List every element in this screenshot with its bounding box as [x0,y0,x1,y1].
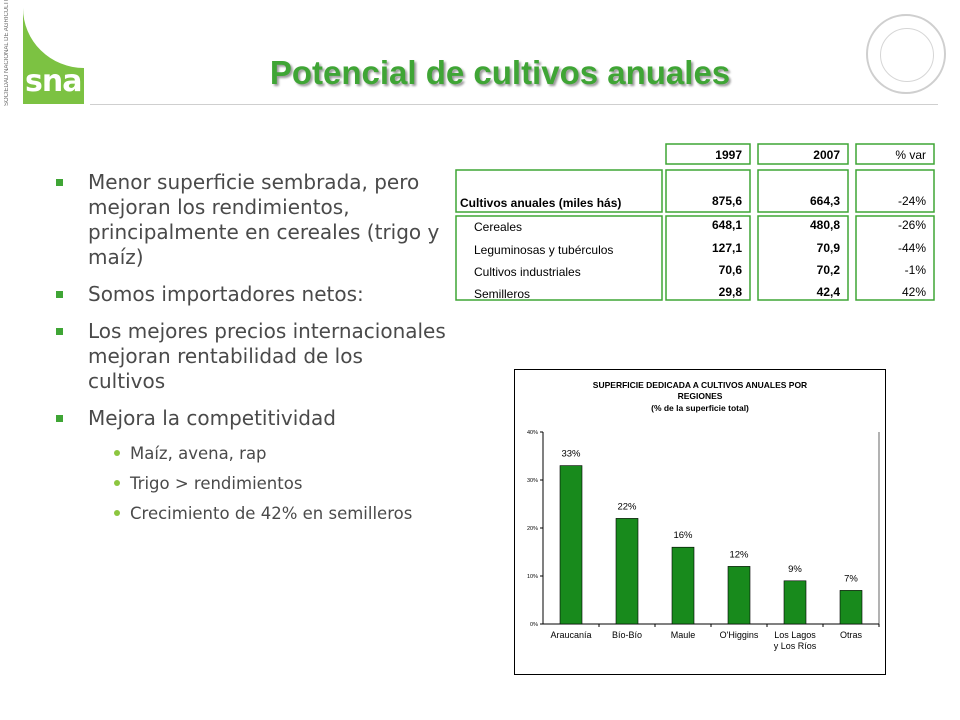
table-cell: 648,1 [711,218,742,232]
crops-table: 1997 2007 % var Cultivos anuales (miles … [452,140,938,302]
sna-logo [23,8,84,104]
table-cell: 42% [901,285,926,299]
y-tick-label: 10% [527,574,538,580]
table-row-label: Cultivos industriales [474,265,581,279]
table-cell: -1% [904,263,926,277]
logo-text: sna [25,64,82,99]
page-title: Potencial de cultivos anuales [269,54,731,91]
bullet-item: Somos importadores netos: [56,282,446,307]
x-tick-label: Araucanía [550,630,591,640]
table-total-label: Cultivos anuales (miles hás) [460,196,622,210]
title-divider [90,104,938,105]
table-cell: 70,9 [816,241,840,255]
x-tick-label: O'Higgins [720,630,759,640]
table-cell: -26% [897,218,926,232]
table-row-label: Semilleros [474,287,531,301]
x-tick-label: Maule [671,630,696,640]
table-cell: 70,2 [816,263,840,277]
y-tick-label: 30% [527,478,538,484]
chart-title-line-1: SUPERFICIE DEDICADA A CULTIVOS ANUALES P… [593,380,807,390]
x-tick-label: y Los Ríos [774,641,817,651]
logo-leaf-shape [23,8,84,68]
chart-title-line-2: REGIONES [678,391,723,401]
table-borders [455,143,935,301]
data-label: 7% [844,573,858,584]
table-cell: 480,8 [809,218,840,232]
table-cell: 70,6 [718,263,742,277]
data-label: 22% [617,501,637,512]
table-total-1997: 875,6 [711,194,742,208]
table-total-2007: 664,3 [809,194,840,208]
table-header-1997: 1997 [715,148,742,162]
chart-subtitle: (% de la superficie total) [651,403,749,413]
bullet-item: Los mejores precios internacionales mejo… [56,319,446,394]
data-label: 12% [729,549,749,560]
table-cell: 42,4 [816,285,840,299]
bar [839,590,863,625]
x-tick-label: Otras [840,630,863,640]
bar [671,546,695,625]
bullet-item: Menor superficie sembrada, pero mejoran … [56,170,446,270]
data-label: 9% [788,564,802,575]
logo-side-text: SOCIEDAD NACIONAL DE AGRICULTURA [4,0,10,106]
y-tick-label: 0% [530,622,538,628]
society-seal-icon [866,14,946,94]
data-label: 33% [561,449,581,460]
bar [615,518,639,625]
table-header-var: % var [895,148,926,162]
y-tick-label: 40% [527,430,538,436]
table-cell: 127,1 [711,241,742,255]
y-tick-label: 20% [527,526,538,532]
sub-bullet-item: Trigo > rendimientos [56,473,446,494]
table-header-2007: 2007 [813,148,840,162]
bar [559,465,583,625]
bar [727,566,751,625]
table-row-label: Cereales [474,220,523,234]
table-total-var: -24% [897,194,926,208]
sub-bullet-item: Crecimiento de 42% en semilleros [56,503,446,524]
table-cell: 29,8 [718,285,742,299]
x-tick-label: Bío-Bío [612,630,642,640]
table-row-label: Leguminosas y tubérculos [474,243,614,257]
bar-chart: SUPERFICIE DEDICADA A CULTIVOS ANUALES P… [527,380,880,651]
sub-bullet-item: Maíz, avena, rap [56,443,446,464]
bar-chart-frame: SUPERFICIE DEDICADA A CULTIVOS ANUALES P… [514,369,886,675]
bar [783,580,807,625]
bullet-item: Mejora la competitividad [56,406,446,431]
table-cell: -44% [897,241,926,255]
data-label: 16% [673,530,693,541]
x-tick-label: Los Lagos [774,630,816,640]
bullet-list: Menor superficie sembrada, pero mejoran … [56,170,446,533]
